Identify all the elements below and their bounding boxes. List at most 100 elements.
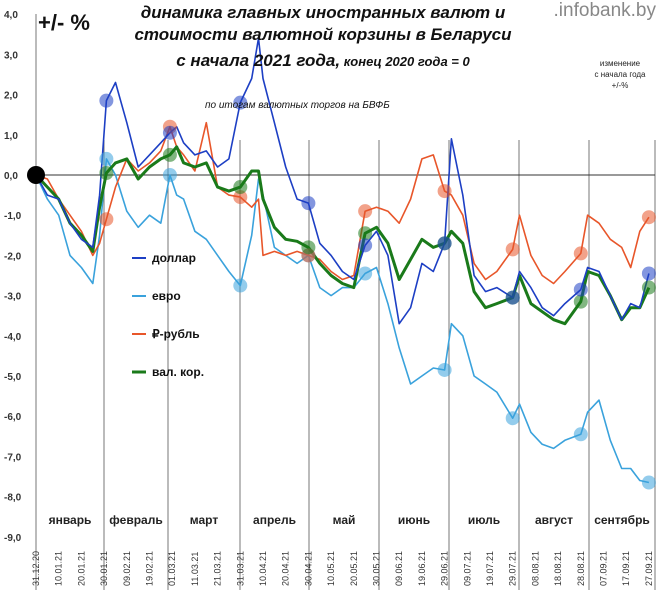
x-tick-label: 01.03.21 [167, 551, 177, 586]
y-tick-label: 2,0 [4, 91, 18, 102]
month-label: март [190, 513, 219, 527]
brand-logo: .infobank.by [553, 0, 656, 21]
y-tick-label: -4,0 [4, 332, 22, 343]
legend-label: евро [152, 289, 181, 303]
series-marker [358, 226, 373, 241]
x-tick-label: 29.06.21 [440, 551, 450, 586]
y-tick-label: 1,0 [4, 131, 18, 142]
series-marker [99, 165, 114, 180]
x-tick-label: 20.05.21 [349, 551, 359, 586]
x-tick-label: 17.09.21 [621, 551, 631, 586]
series-marker [233, 95, 248, 110]
y-tick-label: -1,0 [4, 211, 22, 222]
series-marker [162, 125, 177, 140]
series-marker [641, 475, 656, 490]
origin-marker [27, 166, 45, 184]
series-marker [641, 210, 656, 225]
series-marker [99, 93, 114, 108]
y-tick-label: -3,0 [4, 292, 22, 303]
month-label: август [535, 513, 573, 527]
x-tick-label: 09.07.21 [462, 551, 472, 586]
y-tick-label: -7,0 [4, 452, 22, 463]
x-tick-label: 29.07.21 [508, 551, 518, 586]
series-marker [301, 196, 316, 211]
month-label: апрель [253, 513, 296, 527]
series-marker [641, 280, 656, 295]
x-tick-label: 30.04.21 [303, 551, 313, 586]
x-tick-label: 30.05.21 [372, 551, 382, 586]
series-marker [99, 212, 114, 227]
month-label: сентябрь [594, 513, 650, 527]
y-tick-label: -5,0 [4, 372, 22, 383]
series-marker [641, 266, 656, 281]
x-tick-label: 19.07.21 [485, 551, 495, 586]
series-marker [162, 168, 177, 182]
y-tick-label: -6,0 [4, 412, 22, 423]
series-marker [233, 278, 248, 293]
series-marker [301, 240, 316, 255]
chart-title-line3: с начала 2021 года, конец 2020 года = 0 [118, 50, 528, 73]
legend-label: ₽-рубль [152, 327, 200, 341]
subtitle: по итогам валютных торгов на БВФБ [205, 100, 390, 111]
series-marker [233, 180, 248, 195]
x-tick-label: 10.01.21 [54, 551, 64, 586]
series-marker [573, 246, 588, 261]
y-tick-label: -2,0 [4, 251, 22, 262]
side-note-3: +/-% [611, 81, 629, 90]
series-line-3 [34, 145, 651, 326]
side-note-1: изменение [599, 59, 641, 68]
title-base: конец 2020 года = 0 [340, 54, 470, 69]
x-tick-label: 28.08.21 [576, 551, 586, 586]
chart-title: динамика главных иностранных валют и сто… [134, 3, 512, 44]
series-marker [99, 151, 114, 166]
series-marker [437, 236, 452, 251]
month-label: январь [49, 513, 92, 527]
x-tick-label: 10.04.21 [258, 551, 268, 586]
month-label: февраль [109, 513, 162, 527]
month-label: июль [468, 513, 500, 527]
side-note-2: с начала года [594, 70, 646, 79]
month-label: июнь [398, 513, 430, 527]
series-line-0 [35, 37, 650, 325]
x-tick-label: 18.08.21 [553, 551, 563, 586]
series-marker [358, 266, 373, 281]
series-marker [233, 190, 248, 205]
x-tick-label: 20.01.21 [76, 551, 86, 586]
series-marker [505, 290, 520, 305]
title-period: с начала 2021 года, [176, 51, 341, 70]
x-tick-label: 07.09.21 [599, 551, 609, 586]
x-tick-label: 08.08.21 [530, 551, 540, 586]
month-label: май [333, 513, 356, 527]
y-tick-label: -8,0 [4, 493, 22, 504]
x-tick-label: 27.09.21 [644, 551, 654, 586]
series-marker [573, 427, 588, 442]
legend-label: вал. кор. [152, 365, 204, 379]
x-tick-label: 10.05.21 [326, 551, 336, 586]
series-marker [162, 147, 177, 162]
y-tick-label: 3,0 [4, 50, 18, 61]
x-tick-label: 19.02.21 [145, 551, 155, 586]
y-tick-label: 0,0 [4, 171, 18, 182]
unit-label: +/- % [38, 10, 90, 35]
series-line-2 [35, 121, 650, 285]
x-tick-label: 30.01.21 [99, 551, 109, 586]
y-tick-label: -9,0 [4, 533, 22, 544]
x-tick-label: 19.06.21 [417, 551, 427, 586]
x-tick-label: 31.03.21 [235, 551, 245, 586]
x-tick-label: 09.06.21 [394, 551, 404, 586]
series-marker [358, 238, 373, 253]
series-marker [573, 294, 588, 309]
legend-label: доллар [152, 251, 196, 265]
y-tick-label: 4,0 [4, 10, 18, 21]
x-tick-label: 31.12.20 [31, 551, 41, 586]
x-tick-label: 11.03.21 [190, 552, 200, 586]
series-marker [358, 204, 373, 219]
series-marker [573, 282, 588, 297]
series-marker [505, 242, 520, 257]
x-tick-label: 20.04.21 [281, 551, 291, 586]
series-marker [437, 362, 452, 377]
x-tick-label: 21.03.21 [213, 551, 223, 586]
x-tick-label: 09.02.21 [122, 551, 132, 586]
